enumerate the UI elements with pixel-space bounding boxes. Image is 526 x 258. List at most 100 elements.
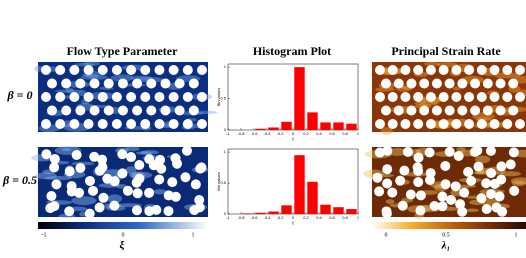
obstacle	[89, 105, 100, 116]
field-streak	[465, 208, 480, 213]
obstacle	[382, 164, 393, 175]
x-tick-label: -0.2	[277, 215, 285, 220]
column-title: Histogram Plot	[253, 44, 331, 58]
obstacle	[466, 175, 477, 186]
obstacle	[437, 201, 448, 212]
obstacle	[502, 92, 513, 102]
obstacle	[154, 65, 165, 75]
obstacle	[94, 202, 105, 213]
column-title: Flow Type Parameter	[67, 44, 179, 58]
row-label: β = 0.5	[2, 173, 37, 187]
obstacle	[47, 78, 57, 89]
colorbar-tick: 0	[385, 232, 388, 238]
obstacle	[464, 92, 475, 102]
obstacle	[470, 105, 481, 116]
obstacle	[69, 92, 80, 102]
obstacle	[476, 119, 487, 129]
obstacle	[509, 185, 520, 196]
obstacle	[495, 78, 506, 89]
obstacle	[515, 92, 525, 102]
obstacle	[41, 65, 51, 75]
obstacle	[424, 147, 435, 158]
obstacle	[472, 145, 483, 156]
field-streak	[385, 199, 395, 205]
obstacle	[444, 105, 455, 116]
histogram-bar	[268, 127, 279, 130]
obstacle	[163, 206, 174, 217]
x-tick-label: -1	[226, 215, 230, 220]
obstacle	[431, 78, 442, 89]
obstacle	[425, 65, 436, 75]
obstacle	[395, 175, 406, 186]
obstacle	[502, 65, 513, 75]
obstacle	[140, 92, 151, 102]
obstacle	[88, 185, 99, 196]
obstacle	[41, 119, 51, 129]
obstacle	[154, 119, 165, 129]
x-tick-label: 0.2	[303, 131, 309, 136]
obstacle	[74, 187, 85, 198]
field-streak	[69, 206, 88, 212]
obstacle	[508, 147, 519, 158]
obstacle	[49, 162, 60, 173]
field-streak	[474, 155, 491, 164]
obstacle	[64, 166, 75, 177]
obstacle	[170, 191, 181, 202]
obstacle	[55, 92, 66, 102]
obstacle	[400, 92, 411, 102]
field-streak	[107, 194, 123, 204]
obstacle	[168, 65, 179, 75]
x-tick-label: -0.8	[238, 131, 246, 136]
y-tick-label: 0	[224, 211, 227, 216]
obstacle	[451, 119, 462, 129]
obstacle	[440, 160, 451, 171]
x-tick-label: 0.8	[342, 215, 348, 220]
obstacle	[387, 65, 398, 75]
x-tick-label: 0.6	[329, 131, 335, 136]
obstacle	[111, 119, 122, 129]
field-background	[38, 62, 208, 132]
field-streak	[110, 74, 134, 82]
obstacle	[182, 92, 193, 102]
obstacle	[97, 119, 108, 129]
obstacle	[126, 65, 137, 75]
obstacle	[515, 65, 525, 75]
colorbar	[38, 222, 208, 229]
field-streak	[35, 172, 57, 180]
obstacle	[444, 78, 455, 89]
obstacle	[424, 174, 435, 185]
colorbar-label: ξ	[120, 240, 125, 252]
obstacle	[160, 78, 171, 89]
histogram-bar	[281, 121, 292, 130]
x-tick-label: -0.4	[264, 215, 272, 220]
obstacle	[399, 165, 410, 176]
obstacle	[75, 162, 86, 173]
x-tick-label: 1	[357, 131, 360, 136]
obstacle	[415, 190, 426, 201]
obstacle	[455, 199, 466, 210]
obstacle	[457, 206, 468, 217]
x-tick-label: -0.4	[264, 131, 272, 136]
histogram-bar	[333, 122, 344, 130]
obstacle	[46, 191, 57, 202]
x-tick-label: 0.2	[303, 215, 309, 220]
field-streak	[510, 177, 526, 185]
row-label: β = 0	[7, 88, 33, 102]
obstacle	[131, 205, 142, 216]
obstacle	[494, 191, 505, 202]
obstacle	[489, 92, 500, 102]
x-tick-label: -0.8	[238, 215, 246, 220]
obstacle	[375, 119, 385, 129]
histogram-bar	[346, 209, 357, 214]
y-tick-label: 1	[224, 64, 227, 69]
field-streak	[423, 61, 441, 66]
obstacle	[83, 92, 94, 102]
obstacle	[154, 174, 165, 185]
obstacle	[425, 92, 436, 102]
obstacle	[132, 78, 143, 89]
obstacle	[508, 105, 519, 116]
obstacle	[61, 78, 72, 89]
obstacle	[69, 119, 80, 129]
obstacle	[49, 201, 60, 212]
obstacle	[117, 168, 128, 179]
